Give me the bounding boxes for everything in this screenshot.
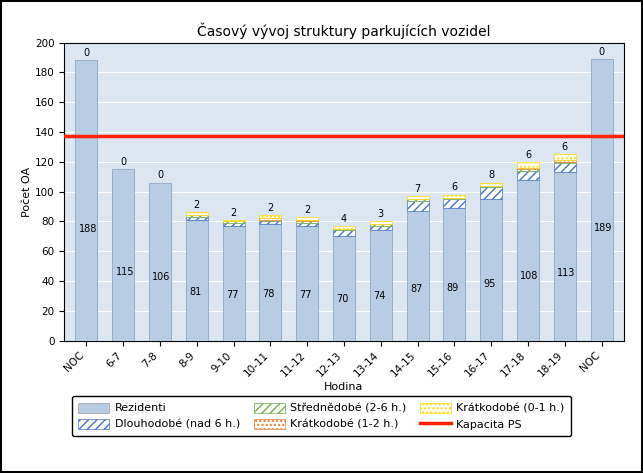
Bar — [517, 171, 539, 180]
Text: 6: 6 — [451, 182, 457, 193]
Text: 81: 81 — [189, 287, 201, 298]
Bar — [222, 223, 244, 226]
Bar — [554, 162, 576, 163]
Bar — [296, 226, 318, 341]
Text: 89: 89 — [447, 282, 459, 292]
Y-axis label: Počet OA: Počet OA — [22, 166, 32, 217]
Bar — [259, 224, 282, 341]
Bar — [333, 226, 355, 229]
Bar — [406, 199, 429, 201]
Bar — [406, 196, 429, 199]
Bar — [112, 169, 134, 341]
Text: 2: 2 — [230, 208, 237, 218]
Bar — [406, 211, 429, 341]
Bar — [517, 162, 539, 168]
Bar — [370, 224, 392, 226]
Bar — [480, 199, 502, 341]
Title: Časový vývoj struktury parkujících vozidel: Časový vývoj struktury parkujících vozid… — [197, 22, 491, 39]
Bar — [149, 183, 171, 341]
Bar — [259, 221, 282, 224]
Text: 7: 7 — [415, 184, 421, 194]
Text: 95: 95 — [484, 279, 496, 289]
Bar — [296, 223, 318, 226]
X-axis label: Hodina: Hodina — [324, 382, 364, 392]
Text: 4: 4 — [341, 214, 347, 224]
Bar — [480, 183, 502, 185]
Bar — [444, 208, 466, 341]
Bar — [75, 61, 98, 341]
Bar — [406, 201, 429, 211]
Bar — [444, 199, 466, 208]
Bar — [296, 221, 318, 223]
Bar — [222, 221, 244, 223]
Text: 2: 2 — [304, 205, 311, 215]
Legend: Rezidenti, Dlouhodobé (nad 6 h.), Střednědobé (2-6 h.), Krátkodobé (1-2 h.), Krá: Rezidenti, Dlouhodobé (nad 6 h.), Středn… — [71, 396, 572, 437]
Bar — [554, 172, 576, 341]
Bar — [444, 194, 466, 198]
Bar — [296, 217, 318, 220]
Text: 77: 77 — [300, 289, 312, 300]
Bar — [333, 230, 355, 236]
Bar — [259, 215, 282, 219]
Bar — [186, 215, 208, 217]
Bar — [259, 220, 282, 221]
Text: 2: 2 — [194, 200, 200, 210]
Text: 106: 106 — [152, 272, 170, 282]
Text: 188: 188 — [78, 224, 97, 234]
Text: 0: 0 — [84, 48, 89, 58]
Bar — [444, 198, 466, 199]
Text: 0: 0 — [120, 157, 126, 167]
Text: 74: 74 — [373, 291, 385, 301]
Bar — [554, 154, 576, 160]
Bar — [517, 169, 539, 171]
Bar — [333, 236, 355, 341]
Bar — [186, 220, 208, 341]
Text: 77: 77 — [226, 289, 239, 300]
Text: 108: 108 — [520, 271, 539, 281]
Bar — [186, 212, 208, 215]
Text: 115: 115 — [116, 267, 134, 277]
Bar — [370, 230, 392, 341]
Text: 3: 3 — [377, 209, 384, 219]
Bar — [517, 168, 539, 169]
Text: 0: 0 — [157, 170, 163, 180]
Text: 6: 6 — [525, 149, 531, 159]
Bar — [554, 163, 576, 172]
Bar — [517, 180, 539, 341]
Bar — [554, 160, 576, 162]
Bar — [480, 187, 502, 199]
Text: 6: 6 — [562, 142, 568, 152]
Text: 78: 78 — [263, 289, 275, 299]
Bar — [259, 219, 282, 220]
Bar — [186, 217, 208, 220]
Bar — [370, 221, 392, 224]
Text: 87: 87 — [410, 284, 422, 294]
Text: 189: 189 — [594, 223, 612, 233]
Bar — [480, 185, 502, 187]
Text: 2: 2 — [267, 203, 273, 213]
Bar — [590, 59, 613, 341]
Bar — [370, 226, 392, 230]
Bar — [333, 229, 355, 230]
Text: 8: 8 — [488, 170, 494, 180]
Text: 113: 113 — [557, 268, 575, 278]
Bar — [222, 226, 244, 341]
Bar — [222, 220, 244, 221]
Text: 0: 0 — [599, 47, 604, 57]
Bar — [296, 220, 318, 221]
Text: 70: 70 — [336, 294, 349, 304]
